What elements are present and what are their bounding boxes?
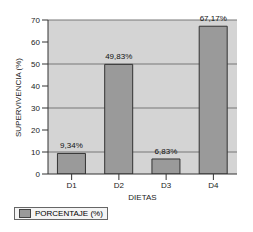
svg-text:DIETAS: DIETAS xyxy=(128,193,156,202)
svg-text:20: 20 xyxy=(31,126,40,135)
svg-text:0: 0 xyxy=(36,170,41,179)
svg-text:30: 30 xyxy=(31,104,40,113)
html-text:PORCENTAJE (%): PORCENTAJE (%) xyxy=(35,208,103,218)
svg-text:9,34%: 9,34% xyxy=(60,141,83,150)
svg-text:49,83%: 49,83% xyxy=(105,52,132,61)
svg-text:D2: D2 xyxy=(114,181,125,190)
svg-text:50: 50 xyxy=(31,60,40,69)
svg-text:70: 70 xyxy=(31,16,40,25)
svg-text:D3: D3 xyxy=(161,181,172,190)
svg-text:67,17%: 67,17% xyxy=(200,14,227,23)
svg-text:60: 60 xyxy=(31,38,40,47)
svg-text:D1: D1 xyxy=(67,181,78,190)
svg-text:6,83%: 6,83% xyxy=(155,147,178,156)
svg-text:40: 40 xyxy=(31,82,40,91)
svg-text:D4: D4 xyxy=(208,181,219,190)
svg-text:SUPERVIVENCIA (%): SUPERVIVENCIA (%) xyxy=(14,58,23,137)
svg-text:10: 10 xyxy=(31,148,40,157)
